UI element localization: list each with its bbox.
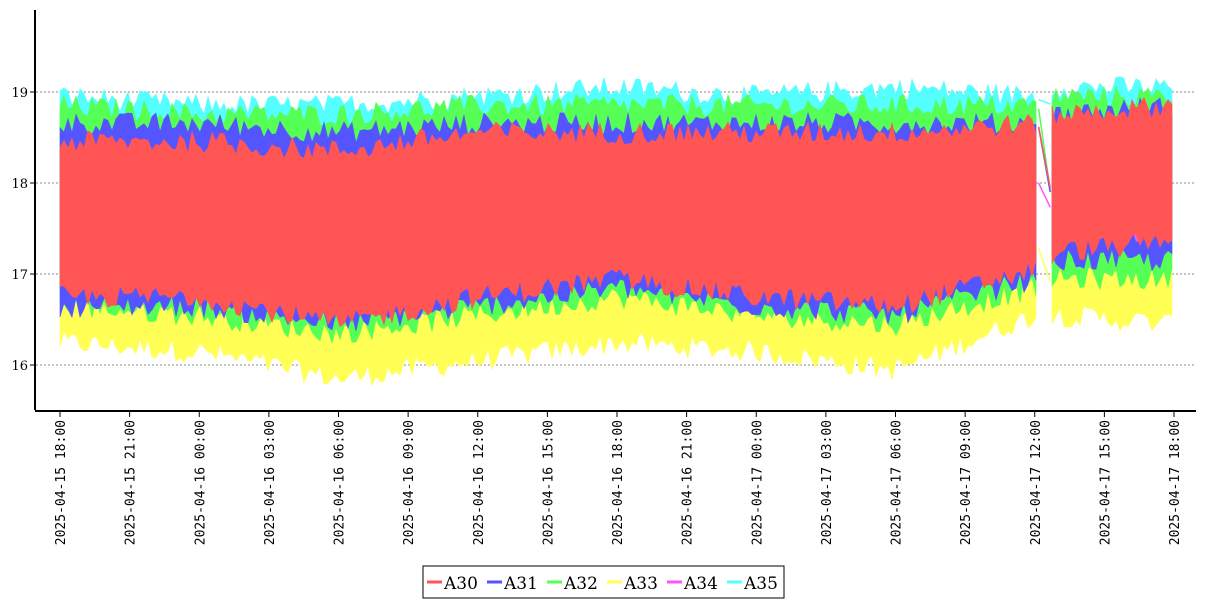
x-tick-label-1: 2025-04-15 21:00 [124, 420, 139, 545]
x-tick-label-0: 2025-04-15 18:00 [54, 420, 69, 545]
gap-line-a34 [1037, 182, 1051, 208]
gap-line-a33 [1037, 247, 1051, 282]
y-tick-label-3: 19 [11, 86, 28, 101]
y-tick-label-0: 16 [11, 359, 28, 374]
legend-label-a30: A30 [443, 574, 478, 594]
x-tick-label-6: 2025-04-16 12:00 [472, 420, 487, 545]
y-tick-label-1: 17 [11, 268, 28, 283]
x-tick-label-5: 2025-04-16 09:00 [402, 420, 417, 545]
x-tick-labels: 2025-04-15 18:00 2025-04-15 21:00 2025-04-… [54, 411, 1183, 545]
legend: A30 A31 A32 A33 A34 A35 [422, 565, 785, 599]
y-tick-label-2: 18 [11, 177, 28, 192]
x-tick-label-16: 2025-04-17 18:00 [1168, 420, 1183, 545]
x-tick-label-15: 2025-04-17 15:00 [1098, 420, 1113, 545]
series-bands [59, 76, 1173, 387]
series-a30 [59, 96, 1173, 327]
x-tick-label-8: 2025-04-16 18:00 [611, 420, 626, 545]
x-tick-label-3: 2025-04-16 03:00 [263, 420, 278, 545]
y-tick-labels: 16 17 18 19 [11, 86, 35, 374]
band-a30 [1051, 96, 1173, 265]
x-tick-label-4: 2025-04-16 06:00 [333, 420, 348, 545]
band-a30 [59, 113, 1037, 327]
gap-line-a35 [1038, 98, 1051, 105]
x-tick-label-7: 2025-04-16 15:00 [541, 420, 556, 545]
legend-box [422, 565, 785, 599]
legend-label-a33: A33 [623, 574, 658, 594]
x-tick-label-10: 2025-04-17 00:00 [750, 420, 765, 545]
legend-label-a31: A31 [503, 574, 538, 594]
legend-label-a34: A34 [683, 574, 718, 594]
legend-label-a32: A32 [563, 574, 598, 594]
x-tick-label-9: 2025-04-16 21:00 [681, 420, 696, 545]
x-tick-label-2: 2025-04-16 00:00 [193, 420, 208, 545]
gap-line-a30 [1037, 126, 1051, 188]
x-tick-label-12: 2025-04-17 06:00 [890, 420, 905, 545]
x-tick-label-11: 2025-04-17 03:00 [820, 420, 835, 545]
x-tick-label-14: 2025-04-17 12:00 [1029, 420, 1044, 545]
x-tick-label-13: 2025-04-17 09:00 [959, 420, 974, 545]
legend-label-a35: A35 [743, 574, 778, 594]
